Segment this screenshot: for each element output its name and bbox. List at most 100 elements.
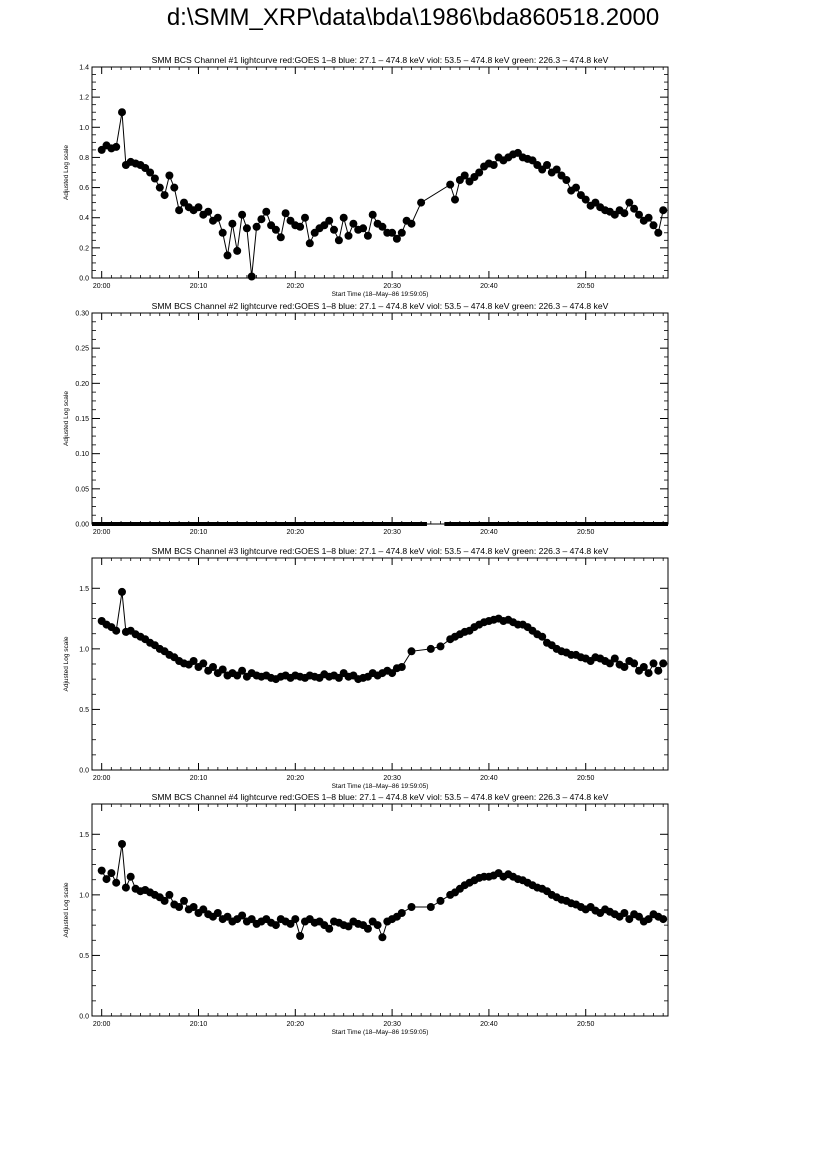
x-tick-label: 20:00 bbox=[93, 283, 111, 290]
data-point bbox=[189, 903, 198, 911]
data-point bbox=[388, 228, 397, 237]
data-point bbox=[155, 183, 164, 192]
chart-panel-1: SMM BCS Channel #1 lightcurve red:GOES 1… bbox=[63, 55, 669, 298]
data-point bbox=[242, 224, 251, 233]
data-point bbox=[102, 875, 111, 884]
data-point bbox=[620, 909, 629, 917]
data-point bbox=[165, 171, 174, 180]
data-point bbox=[223, 912, 232, 921]
y-tick-label: 0.10 bbox=[75, 451, 89, 458]
data-point bbox=[199, 659, 208, 668]
x-tick-label: 20:10 bbox=[190, 283, 208, 290]
x-tick-label: 20:00 bbox=[93, 1021, 111, 1028]
data-point bbox=[233, 671, 242, 680]
x-tick-label: 20:50 bbox=[577, 1021, 595, 1028]
data-point bbox=[659, 206, 668, 215]
data-point bbox=[407, 903, 416, 911]
plot-frame bbox=[91, 66, 669, 279]
data-point bbox=[630, 659, 639, 668]
data-point bbox=[625, 198, 634, 207]
data-point bbox=[373, 921, 382, 930]
data-point bbox=[175, 206, 184, 215]
y-tick-label: 0.4 bbox=[79, 215, 89, 222]
data-point bbox=[160, 896, 169, 905]
data-point bbox=[397, 228, 406, 237]
data-point bbox=[271, 921, 280, 930]
y-tick-label: 0.30 bbox=[75, 311, 89, 318]
x-tick-label: 20:30 bbox=[383, 775, 401, 782]
x-tick-label: 20:20 bbox=[287, 1021, 305, 1028]
data-point bbox=[228, 219, 237, 228]
data-point bbox=[397, 663, 406, 671]
x-axis-label: Start Time (18–May–86 19:59:05) bbox=[332, 783, 429, 790]
y-tick-label: 0.05 bbox=[75, 486, 89, 493]
x-tick-label: 20:20 bbox=[287, 529, 305, 536]
data-point bbox=[397, 909, 406, 917]
data-point bbox=[625, 915, 634, 924]
plot-frame bbox=[91, 312, 669, 525]
x-tick-label: 20:40 bbox=[480, 1021, 498, 1028]
data-point bbox=[654, 666, 663, 675]
x-tick-label: 20:50 bbox=[577, 775, 595, 782]
data-point bbox=[305, 239, 314, 248]
data-point bbox=[218, 665, 227, 674]
data-point bbox=[605, 659, 614, 668]
data-point bbox=[460, 171, 469, 180]
data-point bbox=[407, 647, 416, 656]
data-point bbox=[213, 909, 222, 917]
data-point bbox=[223, 251, 232, 260]
data-point bbox=[344, 922, 353, 931]
data-point bbox=[426, 903, 435, 911]
data-point bbox=[209, 663, 217, 671]
x-tick-label: 20:30 bbox=[383, 1021, 401, 1028]
data-point bbox=[620, 209, 629, 218]
chart-title: SMM BCS Channel #3 lightcurve red:GOES 1… bbox=[152, 546, 609, 556]
data-point bbox=[330, 225, 338, 234]
data-point bbox=[436, 896, 445, 905]
data-point bbox=[572, 183, 580, 192]
x-tick-label: 20:50 bbox=[577, 529, 595, 536]
x-tick-label: 20:20 bbox=[287, 775, 305, 782]
data-point bbox=[291, 915, 300, 924]
y-tick-label: 0.20 bbox=[75, 381, 89, 388]
data-point bbox=[644, 669, 653, 678]
series-line bbox=[101, 843, 664, 939]
data-point bbox=[238, 666, 247, 675]
data-point bbox=[296, 222, 305, 231]
y-tick-label: 0.25 bbox=[75, 346, 89, 353]
y-tick-label: 1.5 bbox=[79, 586, 89, 593]
data-point bbox=[388, 669, 397, 678]
data-point bbox=[649, 659, 658, 668]
data-point bbox=[160, 191, 169, 200]
data-point bbox=[325, 924, 334, 933]
data-point bbox=[489, 161, 498, 169]
data-point bbox=[436, 642, 445, 651]
data-point bbox=[112, 878, 121, 887]
data-point bbox=[363, 231, 372, 240]
x-axis-label: Start Time (18–May–86 19:59:05) bbox=[332, 291, 429, 298]
data-point bbox=[644, 915, 653, 924]
data-point bbox=[257, 215, 266, 224]
x-tick-label: 20:30 bbox=[383, 283, 401, 290]
page-title: d:\SMM_XRP\data\bda\1986\bda860518.2000 bbox=[166, 4, 660, 31]
x-axis-label: Start Time (18–May–86 19:59:05) bbox=[332, 1029, 429, 1036]
data-point bbox=[118, 587, 126, 596]
y-axis-label: Adjusted Log scale bbox=[63, 636, 70, 691]
data-point bbox=[359, 224, 368, 233]
data-point bbox=[194, 203, 203, 212]
data-point bbox=[121, 883, 130, 892]
y-tick-label: 1.0 bbox=[79, 125, 89, 132]
data-point bbox=[407, 219, 416, 228]
data-point bbox=[296, 932, 305, 940]
data-point bbox=[378, 222, 387, 231]
data-point bbox=[649, 221, 658, 230]
chart-panel-3: SMM BCS Channel #3 lightcurve red:GOES 1… bbox=[63, 546, 669, 790]
data-point bbox=[146, 168, 155, 177]
data-point bbox=[349, 219, 358, 228]
data-point bbox=[238, 911, 247, 920]
data-point bbox=[475, 168, 484, 177]
data-point bbox=[446, 180, 455, 189]
data-point bbox=[175, 903, 184, 911]
data-point bbox=[238, 210, 247, 219]
y-tick-label: 0.6 bbox=[79, 185, 89, 192]
